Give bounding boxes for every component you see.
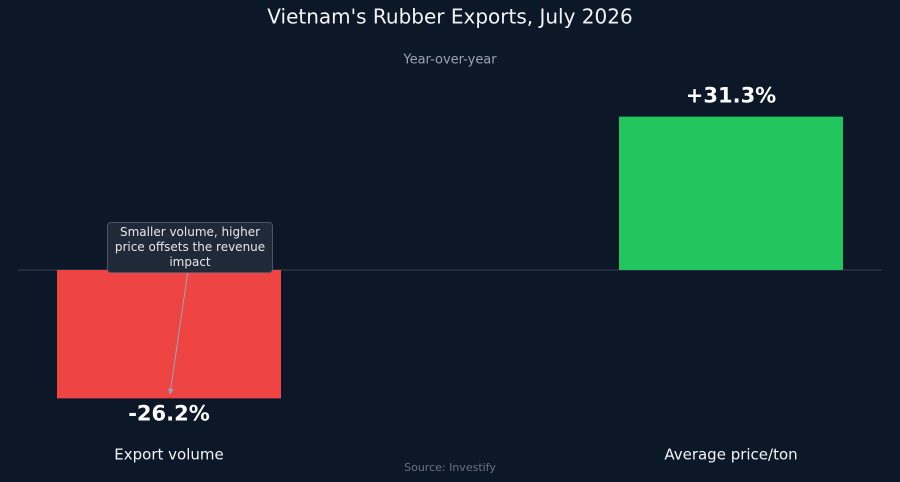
- chart-subtitle: Year-over-year: [402, 53, 497, 68]
- source: Source: Investify: [404, 461, 496, 474]
- bar: [619, 116, 843, 270]
- value-label: -26.2%: [128, 401, 210, 425]
- value-label: +31.3%: [686, 84, 776, 108]
- annotation-arrow: [167, 256, 191, 395]
- x-tick-label: Export volume: [114, 446, 223, 464]
- bar: [57, 270, 281, 399]
- chart-title: Vietnam's Rubber Exports, July 2026: [267, 5, 632, 29]
- x-tick-label: Average price/ton: [664, 446, 797, 464]
- annotation: Smaller volume, higher price offsets the…: [107, 222, 273, 273]
